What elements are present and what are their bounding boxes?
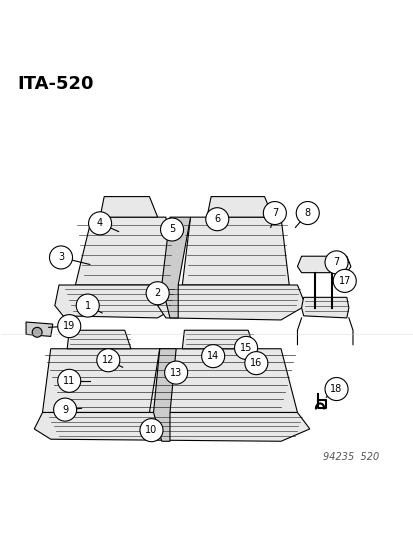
Text: 12: 12 (102, 356, 114, 365)
Polygon shape (34, 413, 309, 441)
Circle shape (88, 212, 112, 235)
Polygon shape (55, 285, 178, 318)
Circle shape (97, 349, 119, 372)
Circle shape (57, 314, 81, 337)
Circle shape (57, 369, 81, 392)
Circle shape (234, 336, 257, 359)
Text: 2: 2 (154, 288, 160, 298)
Circle shape (205, 208, 228, 231)
Circle shape (324, 251, 347, 274)
Polygon shape (206, 197, 272, 217)
Circle shape (164, 361, 187, 384)
Polygon shape (182, 217, 289, 285)
Circle shape (160, 218, 183, 241)
Polygon shape (75, 217, 174, 285)
Circle shape (32, 327, 42, 337)
Text: 13: 13 (170, 368, 182, 377)
Text: 14: 14 (206, 351, 219, 361)
Circle shape (50, 246, 72, 269)
Circle shape (324, 377, 347, 401)
Circle shape (296, 201, 318, 224)
Text: 11: 11 (63, 376, 75, 386)
Text: 94235  520: 94235 520 (323, 452, 379, 462)
Text: 6: 6 (214, 214, 220, 224)
Polygon shape (153, 349, 176, 441)
Text: ITA-520: ITA-520 (18, 75, 94, 93)
Circle shape (263, 201, 286, 224)
Polygon shape (161, 217, 190, 318)
Text: 3: 3 (58, 253, 64, 262)
Text: 5: 5 (169, 224, 175, 235)
Text: 16: 16 (249, 358, 262, 368)
Polygon shape (301, 297, 348, 318)
Text: 17: 17 (338, 276, 350, 286)
Text: 7: 7 (271, 208, 277, 218)
Polygon shape (67, 330, 131, 349)
Circle shape (146, 282, 169, 305)
Text: 8: 8 (304, 208, 310, 218)
Text: 18: 18 (330, 384, 342, 394)
Text: 15: 15 (239, 343, 252, 353)
Text: 1: 1 (85, 301, 90, 311)
Circle shape (244, 352, 267, 375)
Polygon shape (26, 322, 53, 336)
Circle shape (54, 398, 76, 421)
Circle shape (76, 294, 99, 317)
Circle shape (140, 418, 163, 442)
Text: 7: 7 (332, 257, 339, 268)
Polygon shape (157, 285, 305, 320)
Polygon shape (297, 256, 350, 273)
Polygon shape (182, 330, 254, 349)
Polygon shape (100, 197, 157, 217)
Text: 9: 9 (62, 405, 68, 415)
Text: 10: 10 (145, 425, 157, 435)
Circle shape (332, 269, 356, 293)
Polygon shape (43, 349, 297, 413)
Text: 19: 19 (63, 321, 75, 331)
Circle shape (201, 345, 224, 368)
Text: 4: 4 (97, 219, 103, 228)
